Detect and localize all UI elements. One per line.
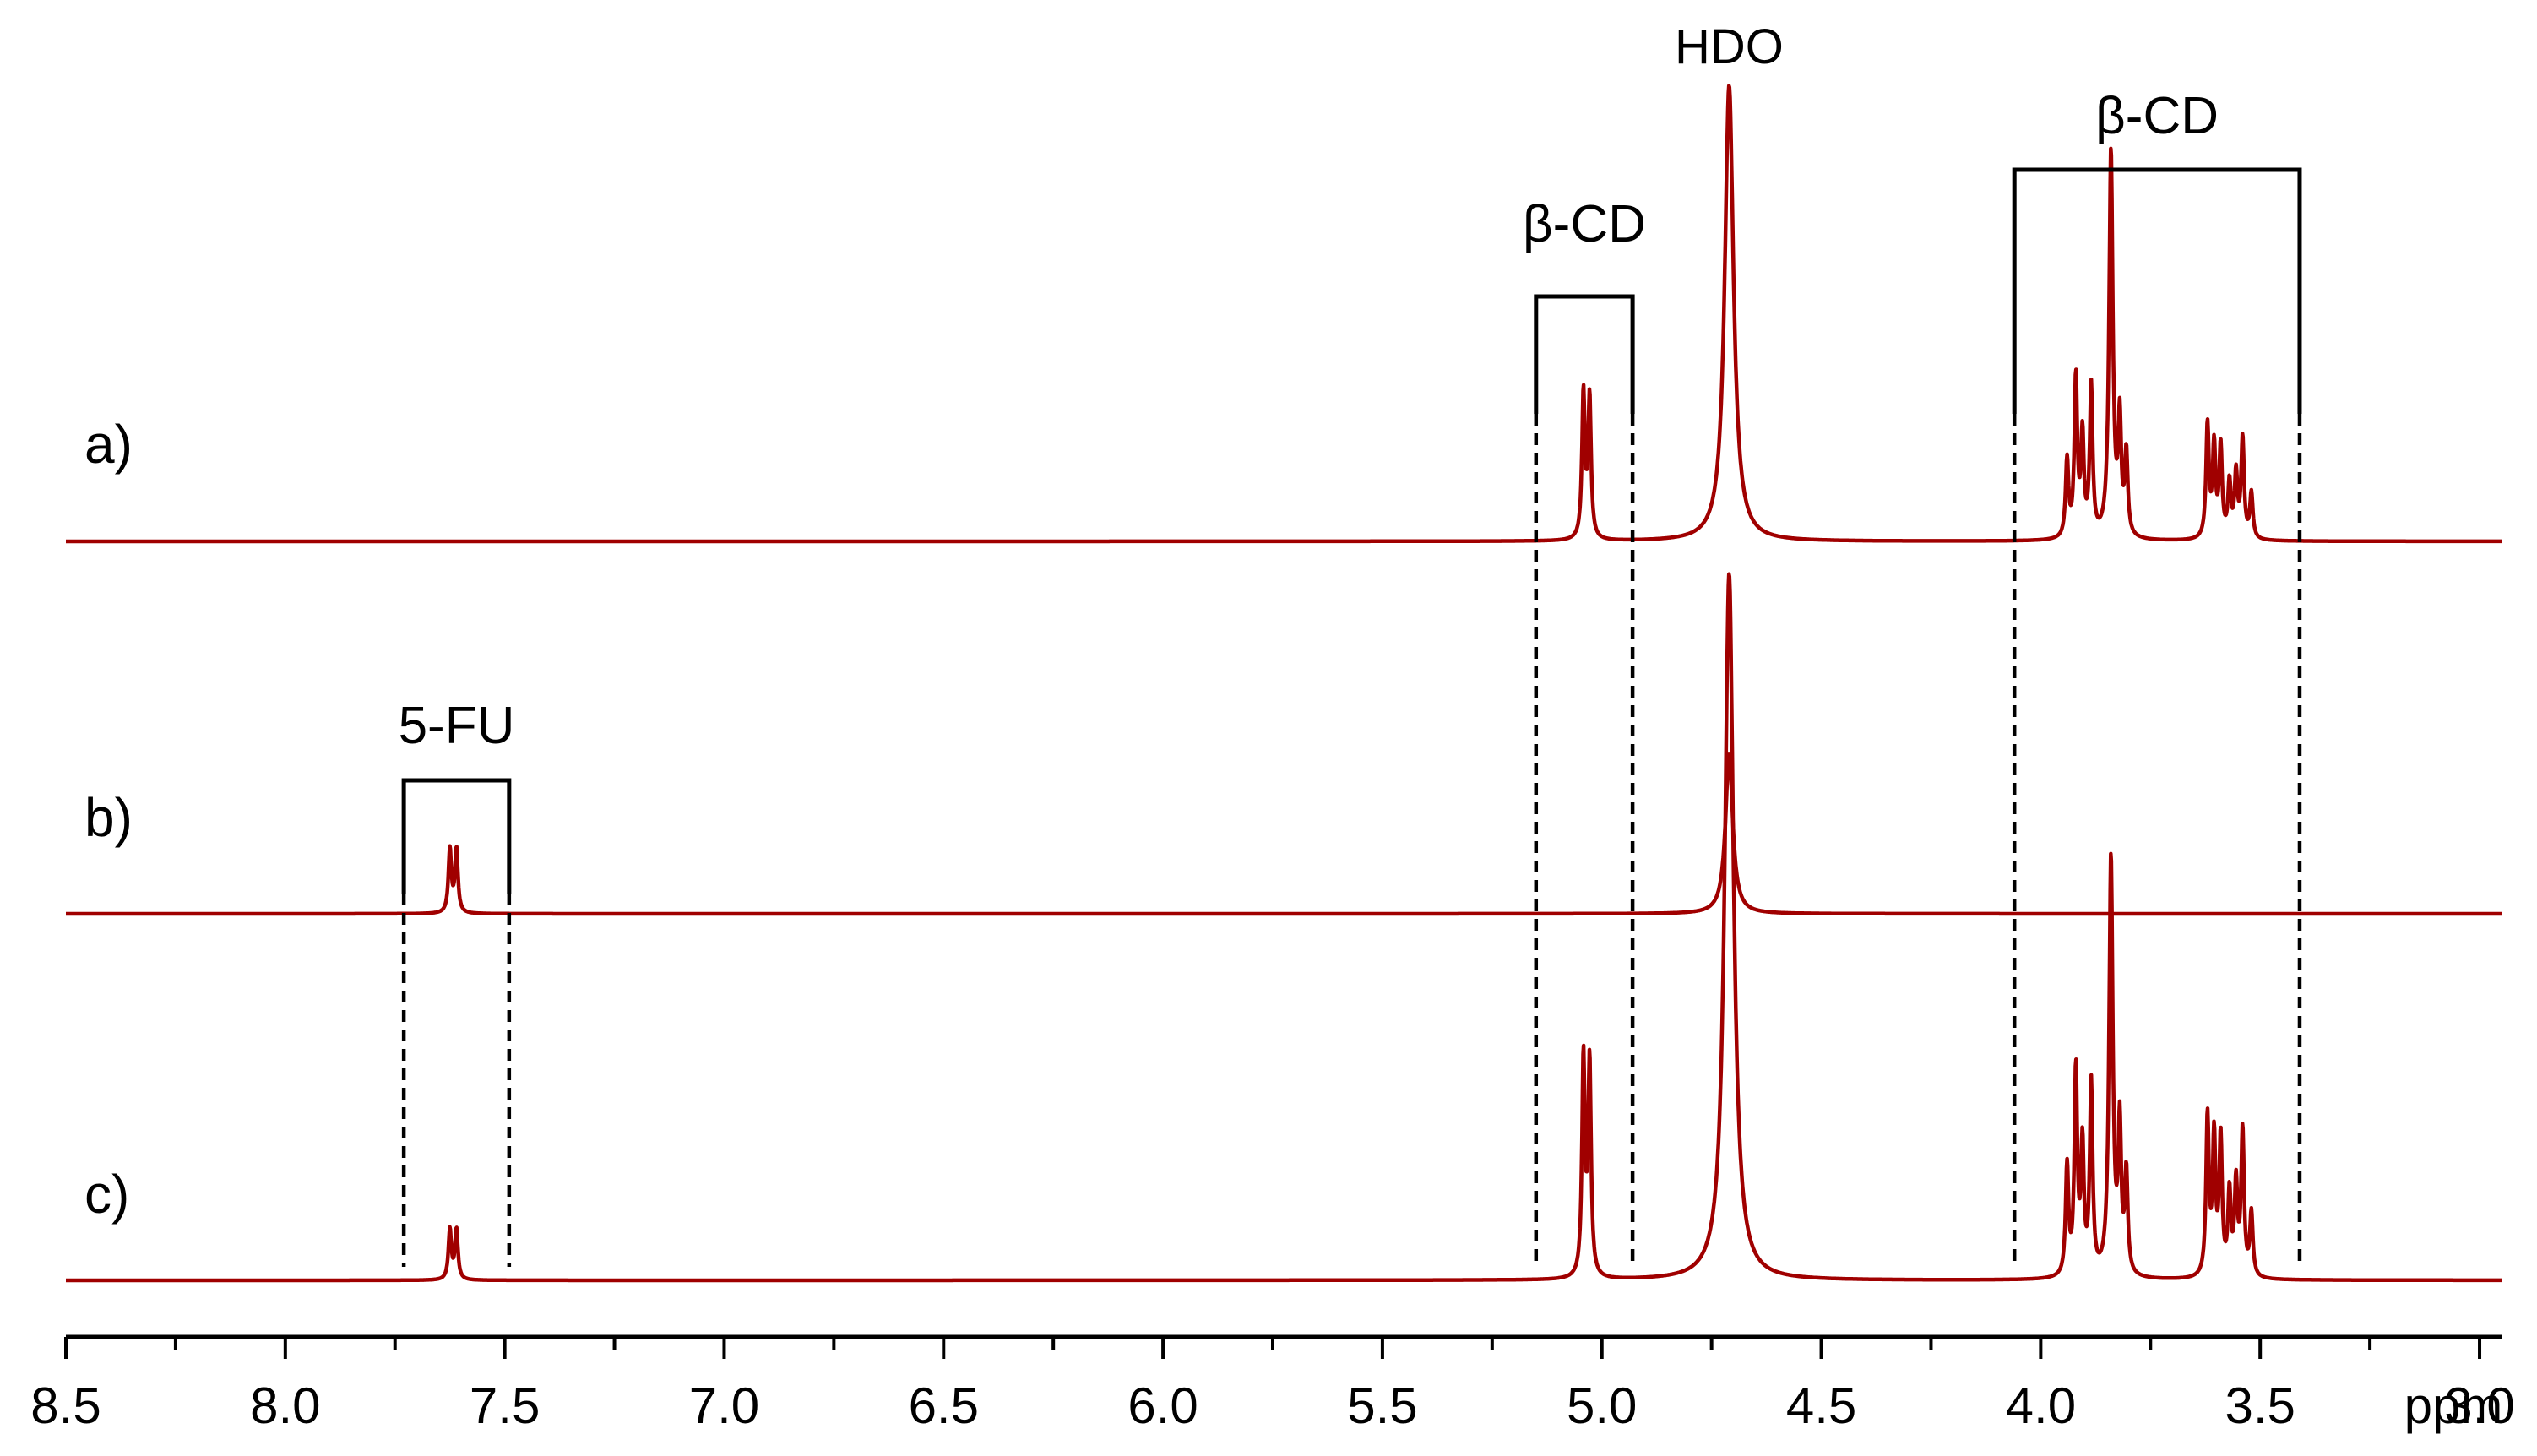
x-axis-label: ppm xyxy=(2404,1377,2503,1434)
annotation-label: 5-FU xyxy=(399,697,515,755)
x-tick-label: 3.5 xyxy=(2225,1377,2295,1434)
x-tick-label: 4.5 xyxy=(1786,1377,1856,1434)
spectrum-line-2 xyxy=(64,752,2503,916)
series-label: b) xyxy=(84,787,133,848)
x-tick-label: 7.0 xyxy=(689,1377,759,1434)
bracket-solid xyxy=(2012,167,2302,414)
bracket-solid xyxy=(1534,294,1635,414)
x-tick-label: 5.5 xyxy=(1347,1377,1417,1434)
spectra-group xyxy=(64,84,2503,1283)
x-tick-label: 6.0 xyxy=(1127,1377,1198,1434)
x-tick-label: 5.0 xyxy=(1567,1377,1637,1434)
series-label: a) xyxy=(84,414,133,475)
x-tick-label: 6.5 xyxy=(909,1377,979,1434)
spectrum-line-1 xyxy=(64,84,2503,544)
annotation-label: β-CD xyxy=(1523,195,1646,253)
x-tick-label: 4.0 xyxy=(2006,1377,2076,1434)
x-tick-label: 7.5 xyxy=(470,1377,540,1434)
x-tick-label: 8.0 xyxy=(250,1377,320,1434)
x-tick-label: 3.0 xyxy=(2444,1377,2514,1434)
spectrum-line-3 xyxy=(64,572,2503,1283)
series-label: c) xyxy=(84,1164,129,1225)
annotations-group: HDO β-CD β-CD 5-FU xyxy=(399,19,2302,1267)
annotation-label: β-CD xyxy=(2095,87,2219,145)
annotation-hdo: HDO xyxy=(1675,19,1784,74)
bracket-solid xyxy=(401,778,512,894)
x-tick-label: 8.5 xyxy=(30,1377,101,1434)
series-labels: a) b) c) xyxy=(84,414,133,1225)
